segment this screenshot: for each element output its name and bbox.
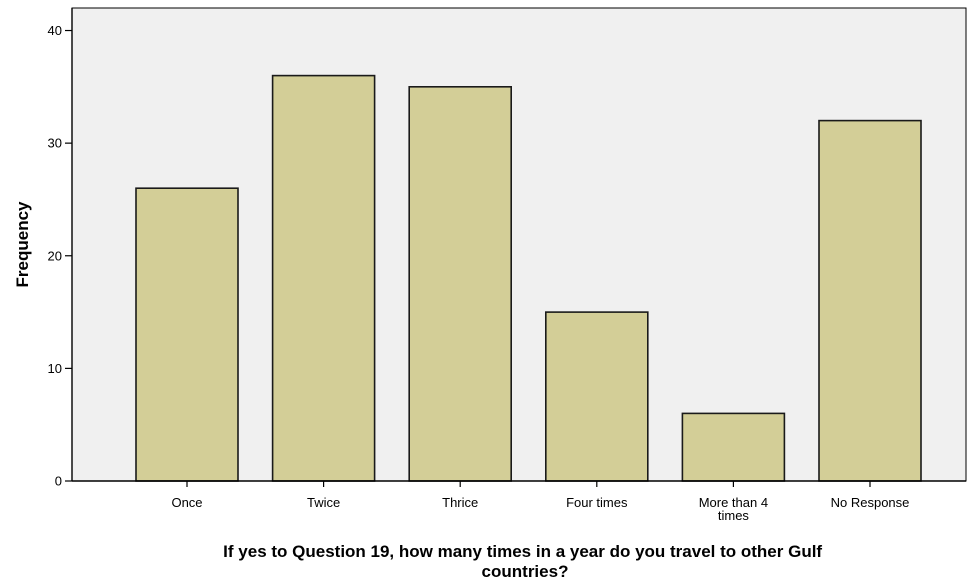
bar-four-times (544, 311, 649, 482)
y-tick-label: 40 (48, 23, 62, 38)
x-axis-title-line: countries? (482, 562, 569, 581)
x-tick-label: Thrice (442, 495, 478, 510)
x-tick-label: More than 4 times (699, 495, 768, 523)
y-axis-title: Frequency (13, 201, 32, 288)
x-tick-label-line: times (718, 508, 750, 523)
x-tick-label: No Response (831, 495, 910, 510)
x-axis-title-line: If yes to Question 19, how many times in… (223, 542, 822, 561)
bar-no-response (818, 119, 922, 482)
y-tick-label: 30 (48, 136, 62, 151)
x-tick-label-line: Once (171, 495, 202, 510)
y-axis-ticks: 0 10 20 30 40 (48, 23, 72, 489)
x-tick-label-line: More than 4 (699, 495, 768, 510)
x-axis-title: If yes to Question 19, how many times in… (223, 542, 827, 581)
x-tick-label-line: Four times (566, 495, 628, 510)
x-tick-label: Once (171, 495, 202, 510)
x-tick-label-line: Twice (307, 495, 340, 510)
x-tick-label-line: No Response (831, 495, 910, 510)
y-tick-label: 10 (48, 361, 62, 376)
bar-thrice (408, 86, 513, 482)
x-tick-label: Twice (307, 495, 340, 510)
axes (71, 8, 966, 482)
y-tick-label: 0 (55, 474, 62, 489)
y-tick-label: 20 (48, 248, 62, 263)
bars (135, 74, 922, 482)
bar-more-than-4-times (681, 412, 786, 482)
x-axis-ticks: Once Twice Thrice Four times More than 4 time… (171, 481, 909, 523)
x-tick-label: Four times (566, 495, 628, 510)
bar-twice (271, 74, 376, 482)
bar-once (135, 187, 239, 482)
x-tick-label-line: Thrice (442, 495, 478, 510)
